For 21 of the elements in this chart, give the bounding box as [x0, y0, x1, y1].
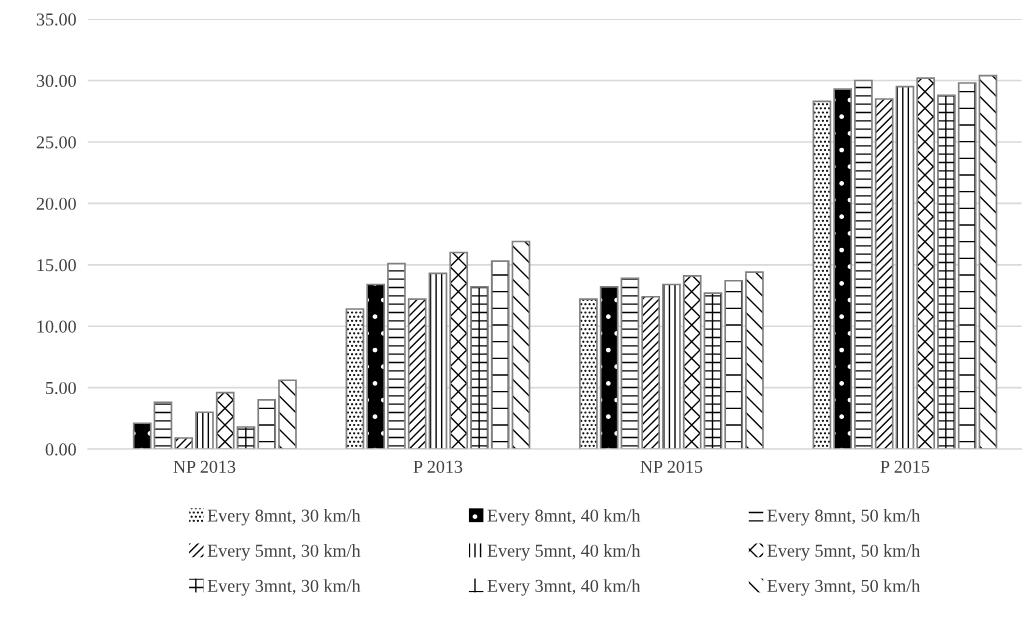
x-tick-label: P 2015 — [880, 460, 930, 473]
legend-label: Every 3mnt, 40 km/h — [487, 579, 641, 596]
x-tick-label: NP 2013 — [173, 460, 236, 473]
y-tick-label: 25.00 — [36, 136, 76, 149]
y-tick-label: 30.00 — [36, 74, 76, 88]
legend-label: Every 3mnt, 50 km/h — [767, 579, 921, 596]
y-tick-label: 15.00 — [37, 259, 76, 272]
legend-label: Every 5mnt, 30 km/h — [207, 544, 361, 561]
y-tick-label: 35.00 — [36, 13, 76, 26]
legend-label: Every 8mnt, 40 km/h — [487, 508, 641, 526]
y-tick-label: 20.00 — [36, 197, 76, 210]
legend-label: Every 8mnt, 30 km/h — [207, 508, 361, 526]
legend-label: Every 5mnt, 50 km/h — [767, 544, 921, 561]
legend-label: Every 5mnt, 40 km/h — [487, 544, 641, 561]
y-tick-label: 10.00 — [37, 320, 76, 333]
x-tick-label: P 2013 — [413, 460, 463, 473]
y-tick-label: 0.00 — [45, 443, 76, 456]
legend-label: Every 3mnt, 30 km/h — [207, 579, 361, 596]
x-tick-label: NP 2015 — [640, 460, 703, 473]
legend-label: Every 8mnt, 50 km/h — [767, 508, 921, 526]
y-tick-label: 5.00 — [46, 381, 76, 395]
